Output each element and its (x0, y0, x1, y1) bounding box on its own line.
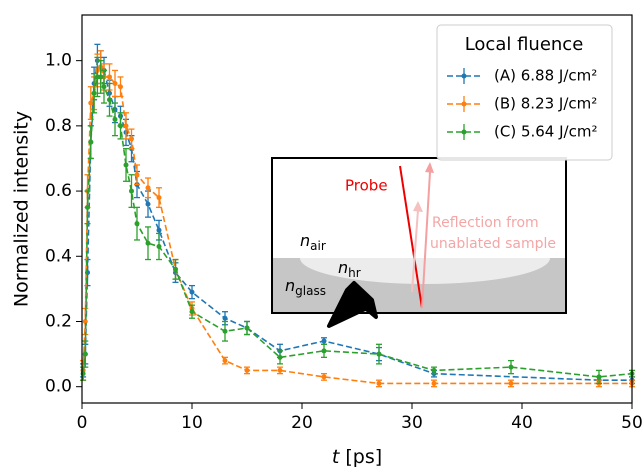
x-axis-label: t [ps] (332, 446, 382, 468)
sub: hr (348, 266, 361, 280)
point (85, 204, 90, 210)
point (222, 328, 228, 334)
inset: Probe Reflection from unablated sample n… (271, 157, 567, 328)
y-tick-label: 0.6 (45, 181, 72, 201)
point (321, 348, 327, 354)
point (277, 367, 283, 373)
point (107, 97, 112, 103)
point (376, 380, 382, 386)
y-tick-label: 0.0 (45, 377, 72, 397)
n: n (300, 231, 310, 250)
point (134, 172, 140, 178)
point (112, 116, 118, 122)
legend-marker (461, 101, 467, 107)
point (277, 354, 283, 360)
n-hr: nhr (338, 258, 361, 280)
point (112, 80, 118, 86)
point (173, 266, 178, 272)
legend-title: Local fluence (465, 34, 584, 55)
x-label-unit: [ps] (345, 446, 382, 468)
point (129, 136, 134, 142)
reflection-label: Reflection from (432, 215, 539, 231)
point (222, 315, 228, 321)
legend-box (436, 24, 613, 161)
point (145, 201, 151, 207)
x-tick-label: 20 (291, 413, 313, 433)
point (222, 358, 228, 364)
point (82, 318, 88, 324)
x-label-var: t (332, 446, 341, 468)
sub: glass (295, 284, 326, 298)
legend-label: (A) 6.88 J/cm² (494, 67, 597, 85)
probe-label: Probe (345, 177, 388, 195)
point (82, 351, 88, 357)
n-glass: nglass (285, 276, 326, 298)
point (244, 325, 250, 331)
n-air: nair (300, 231, 326, 253)
n: n (338, 258, 348, 277)
point (431, 367, 437, 373)
point (189, 309, 195, 315)
point (123, 123, 129, 129)
point (91, 90, 97, 96)
reflection-head-2 (413, 201, 423, 212)
point (321, 338, 327, 344)
y-tick-label: 0.8 (45, 116, 72, 136)
reflection-beam-2 (411, 209, 419, 293)
x-tick-label: 0 (77, 413, 88, 433)
point (88, 100, 94, 106)
point (431, 380, 437, 386)
point (134, 221, 140, 227)
point (244, 367, 250, 373)
sub: air (310, 239, 326, 253)
point (101, 84, 107, 90)
point (508, 364, 514, 370)
point (129, 188, 134, 194)
x-tick-label: 40 (511, 413, 533, 433)
point (98, 74, 104, 80)
legend-label: (B) 8.23 J/cm² (494, 95, 597, 113)
x-tick-label: 30 (401, 413, 423, 433)
point (376, 351, 382, 357)
point (189, 289, 195, 295)
reflection-head (425, 162, 434, 173)
plot-area (80, 43, 635, 388)
point (145, 185, 151, 191)
point (156, 227, 162, 233)
point (88, 139, 94, 145)
reflection-label: unablated sample (430, 236, 556, 252)
x-tick-label: 50 (621, 413, 643, 433)
y-axis-label: Normalized intensity (11, 111, 33, 307)
legend: Local fluence (A) 6.88 J/cm² (B) 8.23 J/c… (436, 24, 613, 161)
point (118, 123, 123, 129)
point (80, 371, 86, 377)
x-tick-label: 10 (181, 413, 203, 433)
y-tick-label: 1.0 (45, 51, 72, 71)
point (596, 374, 602, 380)
point (145, 240, 151, 246)
probe-beam (399, 165, 423, 309)
point (118, 84, 123, 90)
y-tick-label: 0.4 (45, 246, 72, 266)
reflection-beam (421, 171, 431, 309)
legend-label: (C) 5.64 J/cm² (494, 123, 597, 141)
frame (81, 14, 633, 404)
point (156, 243, 162, 249)
point (107, 74, 112, 80)
legend-marker (461, 129, 467, 135)
point (321, 374, 327, 380)
point (123, 162, 129, 168)
point (508, 380, 514, 386)
n: n (285, 276, 295, 295)
point (156, 195, 162, 201)
arrow (327, 281, 378, 328)
y-tick-label: 0.2 (45, 311, 72, 331)
legend-marker (461, 73, 467, 79)
